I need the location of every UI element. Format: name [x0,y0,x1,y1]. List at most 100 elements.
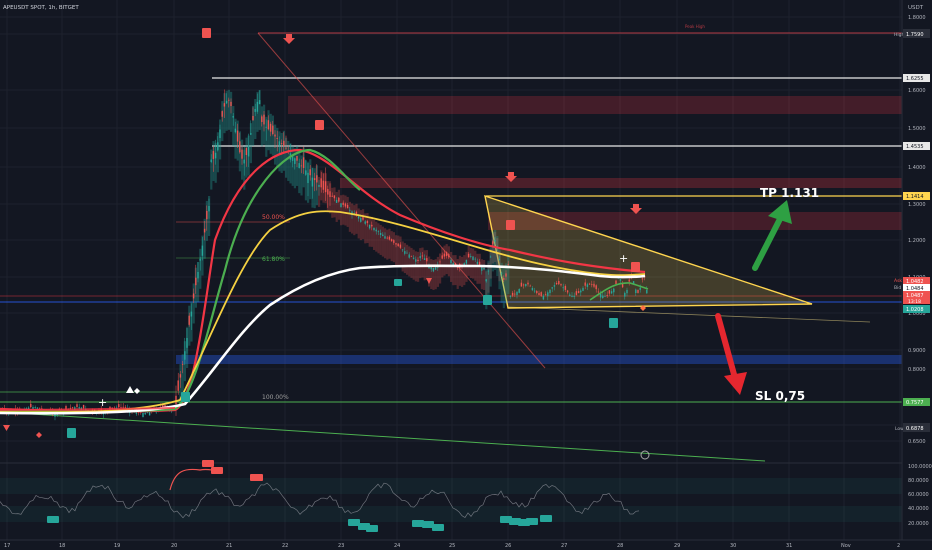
ribbon-band [447,246,450,277]
ribbon-band [386,229,389,260]
level-tag-6: 1.0208 [906,307,924,313]
candle-body [582,287,584,291]
candle-body [595,285,597,290]
candle-body [210,159,212,162]
ribbon-band [461,256,464,287]
sl-label: SL 0,75 [755,389,805,403]
candle-body [591,284,593,286]
ribbon-band [359,210,362,241]
ribbon-band [408,246,411,277]
candle-body [434,267,437,270]
candle-body [203,228,206,233]
candle-body [38,407,41,409]
candle-body [509,295,512,297]
candle-body [401,249,404,251]
candle-body [144,412,146,415]
candle-body [146,412,149,414]
time-tick: 24 [394,543,400,549]
osc-buy-tag [422,521,434,528]
osc-tick: 40.0000 [908,506,929,512]
candle-body [195,277,197,286]
buy-marker [181,392,190,402]
ribbon-band [472,248,475,279]
moving-averages [0,148,649,415]
candle-body [456,266,459,268]
candle-body [285,147,287,149]
osc-buy-tag [412,520,424,527]
osc-buy-tag [366,525,378,532]
candle-body [364,221,366,224]
time-tick: 31 [786,543,792,549]
level-tag-3: 1.0482 [906,279,924,285]
ribbon-band [494,230,497,271]
candle-body [522,284,525,286]
candle-body [265,126,267,128]
candle-body [551,287,553,289]
high-value: 1.7590 [906,32,924,38]
circle-marker [640,450,650,460]
candle-body [197,272,199,279]
candle-body [164,405,166,408]
ribbon-band [344,195,347,226]
candle-body [221,111,223,117]
candle-body [201,245,204,256]
candle-body [408,254,410,258]
osc-buy-tag [540,515,552,522]
zone-blue-support [176,355,902,364]
level-tag-0: 1.6255 [906,76,924,82]
candle-body [573,295,575,297]
price-tick: 1.3000 [908,202,926,208]
candle-body [267,120,270,130]
candle-body [360,218,362,222]
candle-body [635,289,637,294]
high-label: High [894,32,904,38]
candle-body [76,404,78,408]
candle-body [272,125,274,135]
candle-body [212,151,215,159]
ribbon-band [432,259,435,290]
candle-body [558,280,560,285]
candle-body [619,279,622,281]
candle-body [135,411,138,414]
candle-body [448,254,450,258]
candle-body [390,239,393,242]
candle-body [606,294,608,296]
candle-body [82,404,85,409]
candle-body [470,256,472,257]
candle-body [177,380,179,391]
candle-body [632,281,635,284]
candle-body [320,178,322,188]
candle-body [280,142,283,144]
time-axis[interactable]: 17 18 19 20 21 22 23 24 25 26 27 28 29 30 31 Nov 2 [0,539,932,550]
osc-sell-tag [250,474,263,481]
ribbon-band [227,89,230,130]
down-arrow-marker [630,204,642,214]
symbol-title[interactable]: APEUSDT SPOT, 1h, BITGET [3,5,79,11]
candle-body [78,407,80,409]
tp-arrow [752,200,792,271]
zone-red-upper [288,96,902,114]
fib-61-label: 61.80% [262,256,285,263]
ribbon-band [489,248,492,279]
ribbon-band [192,283,195,324]
candle-body [373,228,375,231]
ribbon-band [454,255,457,286]
candle-body [547,292,549,297]
candle-body [179,374,182,378]
price-axis[interactable]: 1.80001.70001.60001.50001.40001.30001.20… [894,0,932,550]
candle-body [478,261,481,265]
candle-body [575,291,578,295]
candle-body [25,408,28,410]
countdown: 13:18 [908,299,921,305]
candle-body [219,129,221,139]
low-value: 0.6878 [906,426,924,432]
diamond-marker [36,432,42,438]
candle-body [214,152,217,159]
ribbon-band [232,106,235,147]
candle-body [492,241,494,245]
trend-lines [0,32,871,462]
ma-green-late [589,282,649,301]
candle-body [186,338,188,348]
